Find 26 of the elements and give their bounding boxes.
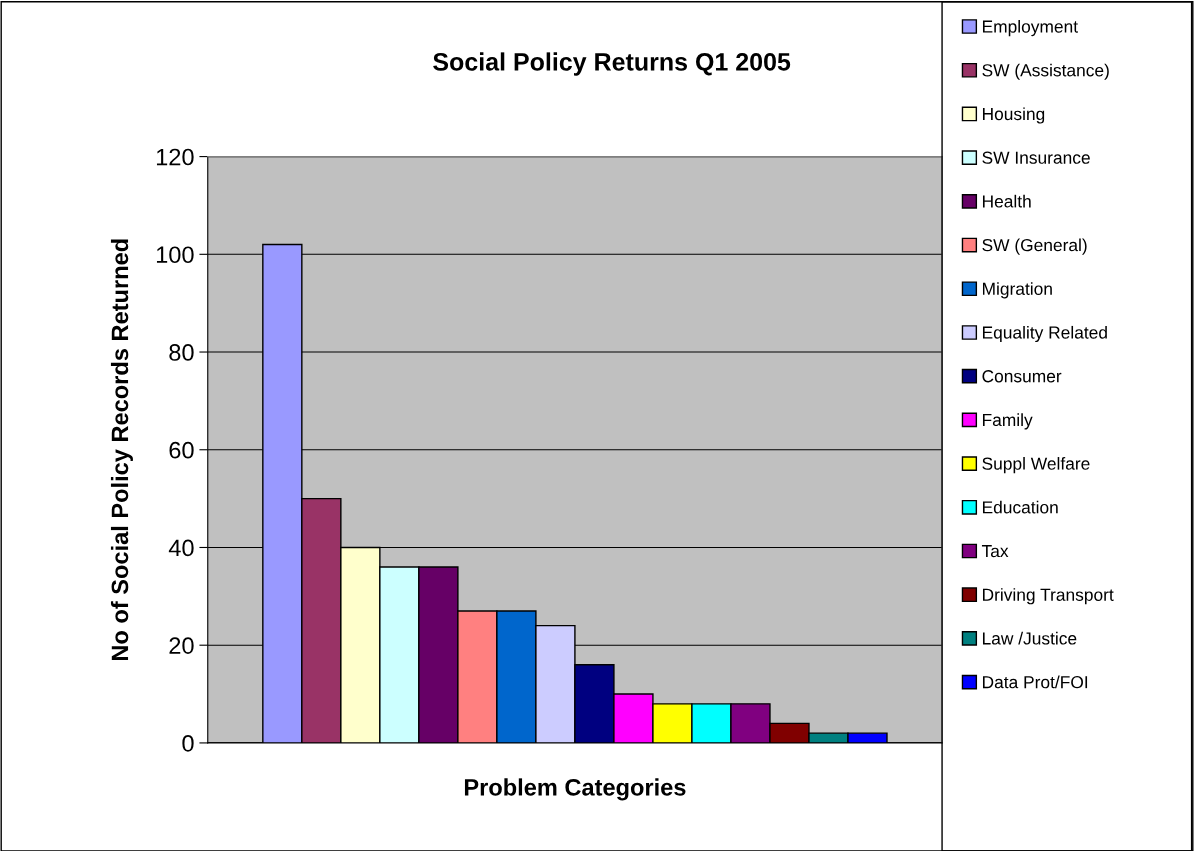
legend-label: Family (982, 413, 1033, 430)
legend-label: Migration (982, 282, 1052, 299)
x-axis-title: Problem Categories (464, 778, 686, 801)
legend-label: SW Insurance (982, 151, 1090, 164)
legend-label: Equality Related (982, 325, 1107, 343)
legend-label: SW (General) (982, 238, 1087, 255)
legend-label: Health (982, 194, 1031, 208)
legend-label: Law /Justice (982, 631, 1077, 645)
legend-label: Driving Transport (982, 588, 1114, 605)
y-axis-title: No of Social Policy Records Returned (110, 239, 133, 661)
y-tick-label: 0 (182, 734, 194, 752)
y-tick-label: 120 (156, 148, 194, 166)
legend-label: Tax (981, 545, 1009, 558)
legend-label: Suppl Welfare (982, 457, 1090, 474)
chart-title: Social Policy Returns Q1 2005 (433, 52, 791, 76)
legend-label: Data Prot/FOI (982, 675, 1088, 689)
y-tick-label: 40 (168, 539, 194, 557)
legend-label: SW (Assistance) (982, 63, 1109, 80)
legend-label: Education (982, 500, 1058, 514)
legend-label: Housing (982, 107, 1045, 124)
y-tick-label: 60 (169, 441, 194, 459)
y-tick-label: 100 (156, 246, 194, 264)
y-tick-label: 20 (169, 637, 194, 654)
y-tick-label: 80 (169, 344, 194, 361)
legend-label: Employment (982, 19, 1078, 37)
legend-label: Consumer (982, 370, 1062, 383)
